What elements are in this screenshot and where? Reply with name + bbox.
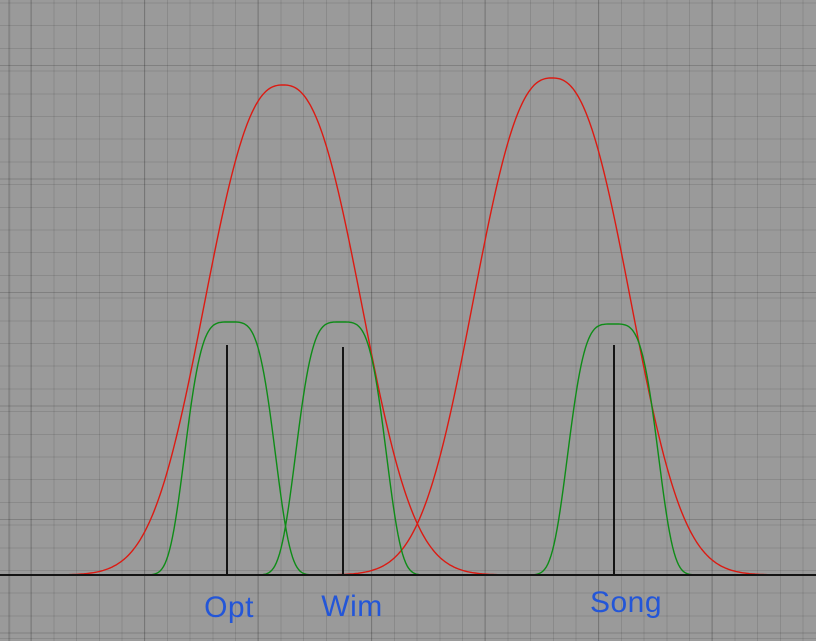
curve-red-envelope-2 <box>279 77 773 576</box>
axis-label-opt: Opt <box>204 591 254 624</box>
axis-label-song: Song <box>589 586 663 619</box>
curve-green-component-song <box>502 323 725 576</box>
axis-label-wim: Wim <box>321 590 383 623</box>
curve-red-envelope-1 <box>66 84 503 576</box>
